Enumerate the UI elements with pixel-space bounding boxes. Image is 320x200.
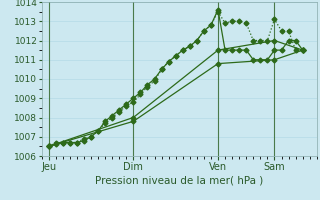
- X-axis label: Pression niveau de la mer( hPa ): Pression niveau de la mer( hPa ): [95, 176, 263, 186]
